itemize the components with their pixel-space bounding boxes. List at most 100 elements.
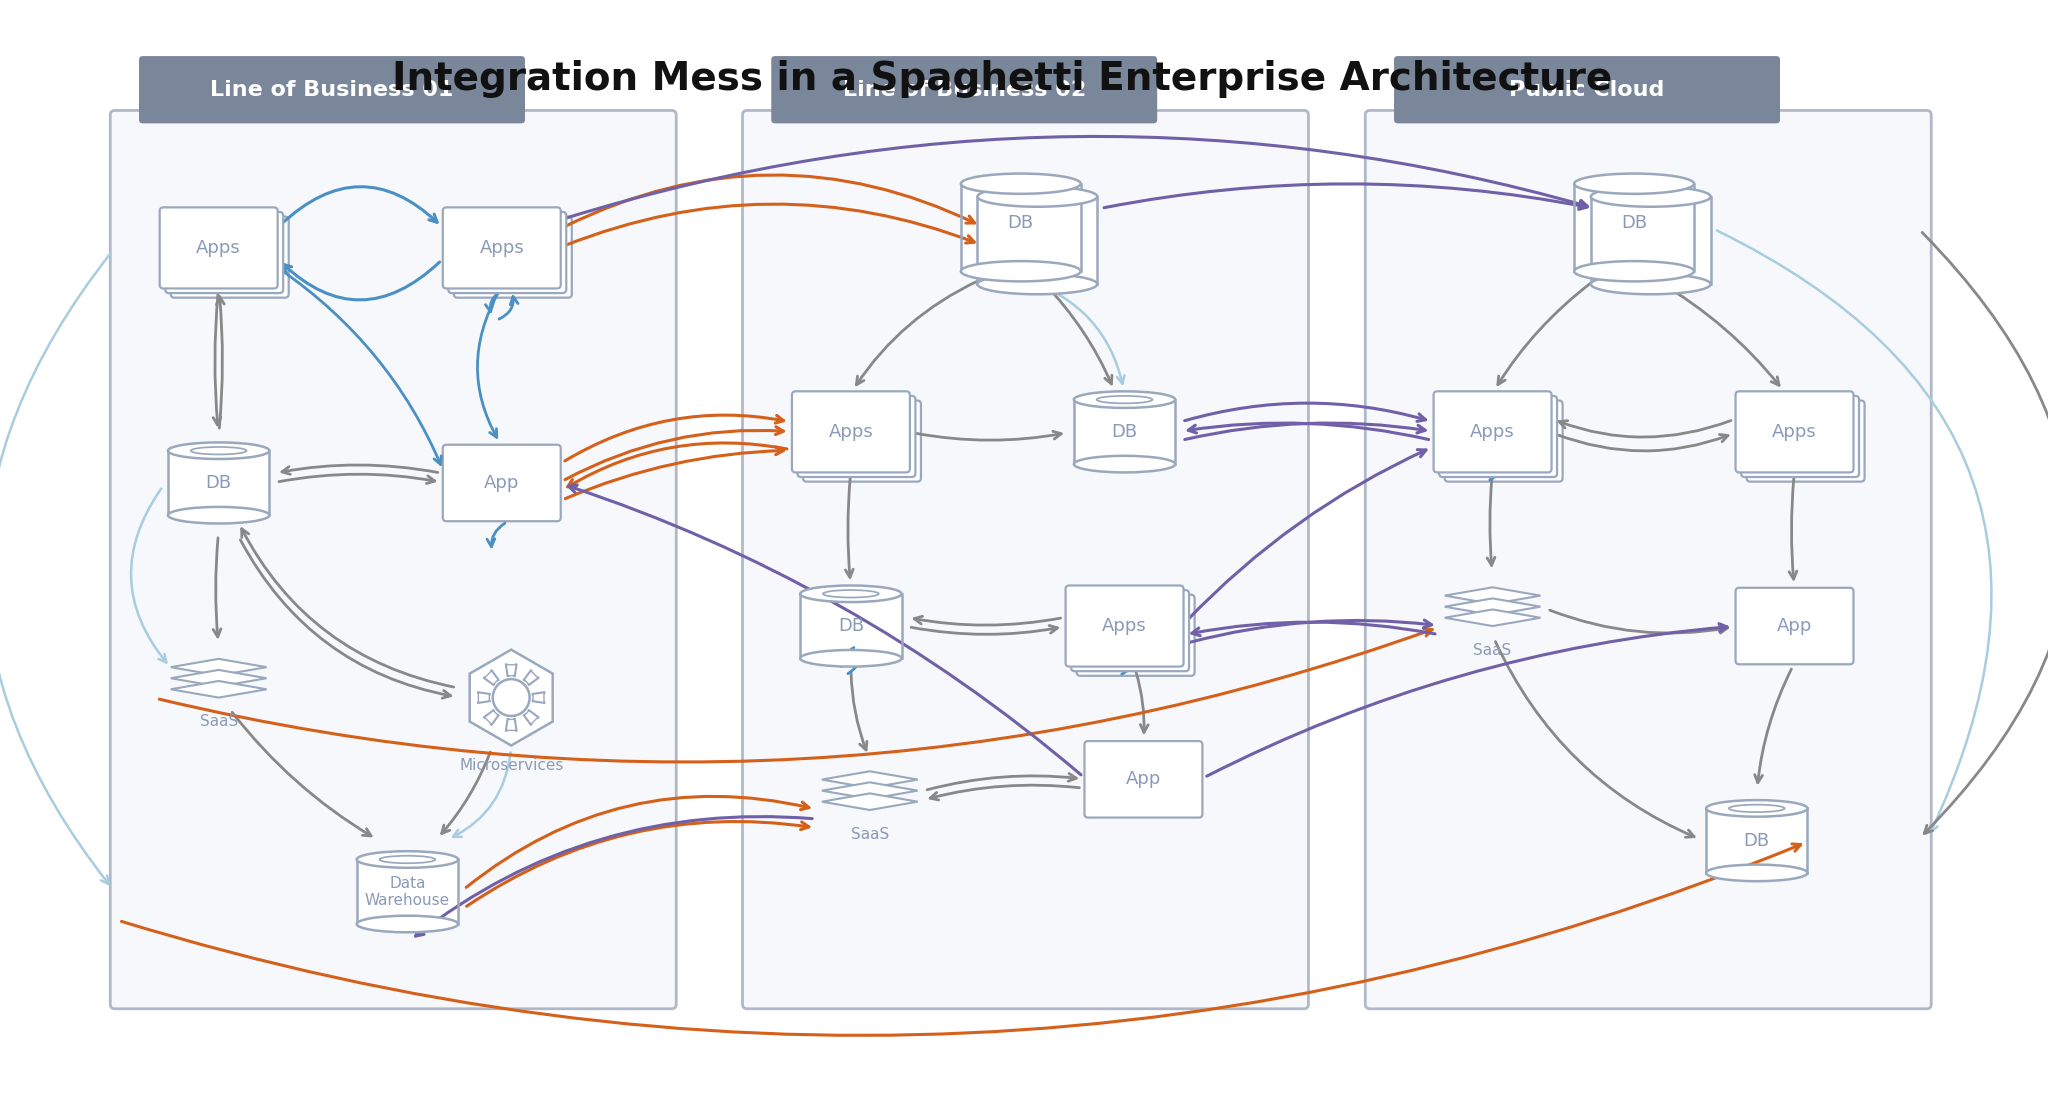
Ellipse shape (356, 852, 459, 867)
Bar (961, 184, 1081, 272)
Ellipse shape (1706, 800, 1808, 816)
Ellipse shape (190, 447, 246, 455)
Text: Data
Warehouse: Data Warehouse (365, 875, 451, 908)
Text: App: App (483, 474, 520, 492)
Text: Apps: Apps (197, 238, 242, 257)
Ellipse shape (356, 916, 459, 933)
Polygon shape (479, 693, 489, 702)
FancyBboxPatch shape (1085, 741, 1202, 817)
FancyBboxPatch shape (1741, 396, 1860, 477)
FancyBboxPatch shape (1440, 396, 1556, 477)
Text: Apps: Apps (1102, 617, 1147, 635)
Polygon shape (532, 693, 545, 702)
Circle shape (494, 679, 530, 716)
Text: Apps: Apps (1772, 423, 1817, 441)
Polygon shape (821, 771, 918, 787)
Text: App: App (1778, 617, 1812, 635)
Ellipse shape (168, 442, 270, 459)
Polygon shape (506, 664, 516, 675)
FancyBboxPatch shape (803, 400, 922, 481)
Polygon shape (1444, 588, 1540, 604)
Ellipse shape (379, 856, 436, 863)
Text: DB: DB (1622, 214, 1647, 232)
Ellipse shape (977, 274, 1098, 294)
Ellipse shape (1096, 396, 1153, 404)
Text: DB: DB (1008, 214, 1034, 232)
FancyBboxPatch shape (442, 207, 561, 288)
Ellipse shape (823, 590, 879, 598)
Ellipse shape (977, 186, 1098, 206)
Polygon shape (1444, 610, 1540, 627)
FancyBboxPatch shape (160, 207, 279, 288)
Polygon shape (485, 671, 498, 684)
FancyBboxPatch shape (1747, 400, 1864, 481)
Ellipse shape (1729, 805, 1784, 812)
Ellipse shape (168, 507, 270, 523)
Text: DB: DB (838, 617, 864, 635)
Bar (801, 593, 901, 659)
FancyBboxPatch shape (1065, 586, 1184, 667)
Polygon shape (469, 650, 553, 745)
Text: App: App (1126, 771, 1161, 788)
Ellipse shape (1591, 274, 1710, 294)
Ellipse shape (1706, 865, 1808, 882)
Polygon shape (506, 720, 516, 731)
Text: SaaS: SaaS (850, 826, 889, 842)
FancyBboxPatch shape (166, 212, 283, 293)
Ellipse shape (961, 261, 1081, 282)
Bar (1575, 184, 1694, 272)
Polygon shape (170, 681, 266, 698)
Text: DB: DB (1112, 423, 1137, 441)
Polygon shape (170, 670, 266, 686)
FancyBboxPatch shape (1395, 57, 1780, 123)
FancyBboxPatch shape (743, 111, 1309, 1009)
FancyBboxPatch shape (1434, 391, 1552, 472)
FancyBboxPatch shape (139, 57, 524, 123)
Text: SaaS: SaaS (199, 714, 238, 729)
FancyBboxPatch shape (772, 57, 1157, 123)
Bar (1706, 808, 1808, 873)
FancyBboxPatch shape (449, 212, 565, 293)
Ellipse shape (1575, 174, 1694, 194)
FancyBboxPatch shape (793, 391, 909, 472)
FancyBboxPatch shape (1444, 400, 1563, 481)
Polygon shape (170, 659, 266, 675)
Ellipse shape (1591, 186, 1710, 206)
Ellipse shape (801, 650, 901, 667)
Polygon shape (524, 711, 539, 724)
FancyBboxPatch shape (797, 396, 915, 477)
Text: Line of Business 02: Line of Business 02 (842, 80, 1085, 100)
Text: Integration Mess in a Spaghetti Enterprise Architecture: Integration Mess in a Spaghetti Enterpri… (391, 60, 1612, 98)
FancyBboxPatch shape (111, 111, 676, 1009)
Polygon shape (821, 793, 918, 810)
Polygon shape (485, 711, 498, 724)
Ellipse shape (1073, 456, 1176, 472)
Polygon shape (1444, 599, 1540, 615)
Polygon shape (821, 782, 918, 798)
Ellipse shape (1575, 261, 1694, 282)
Bar (977, 196, 1098, 284)
Text: Apps: Apps (479, 238, 524, 257)
FancyBboxPatch shape (1735, 391, 1853, 472)
Text: Apps: Apps (1470, 423, 1516, 441)
Polygon shape (524, 671, 539, 684)
Ellipse shape (801, 586, 901, 602)
Text: DB: DB (205, 474, 231, 492)
FancyBboxPatch shape (170, 216, 289, 297)
Bar (1073, 399, 1176, 465)
Bar (1591, 196, 1710, 284)
Text: Microservices: Microservices (459, 759, 563, 773)
Text: Apps: Apps (829, 423, 872, 441)
FancyBboxPatch shape (442, 445, 561, 521)
FancyBboxPatch shape (1077, 594, 1194, 675)
Ellipse shape (1073, 391, 1176, 408)
Text: SaaS: SaaS (1473, 642, 1511, 658)
FancyBboxPatch shape (1735, 588, 1853, 664)
Text: Line of Business 01: Line of Business 01 (211, 80, 455, 100)
FancyBboxPatch shape (1071, 590, 1190, 671)
Bar (356, 859, 459, 924)
Text: DB: DB (1743, 832, 1769, 849)
FancyBboxPatch shape (1366, 111, 1931, 1009)
FancyBboxPatch shape (455, 216, 571, 297)
Bar (168, 450, 270, 516)
